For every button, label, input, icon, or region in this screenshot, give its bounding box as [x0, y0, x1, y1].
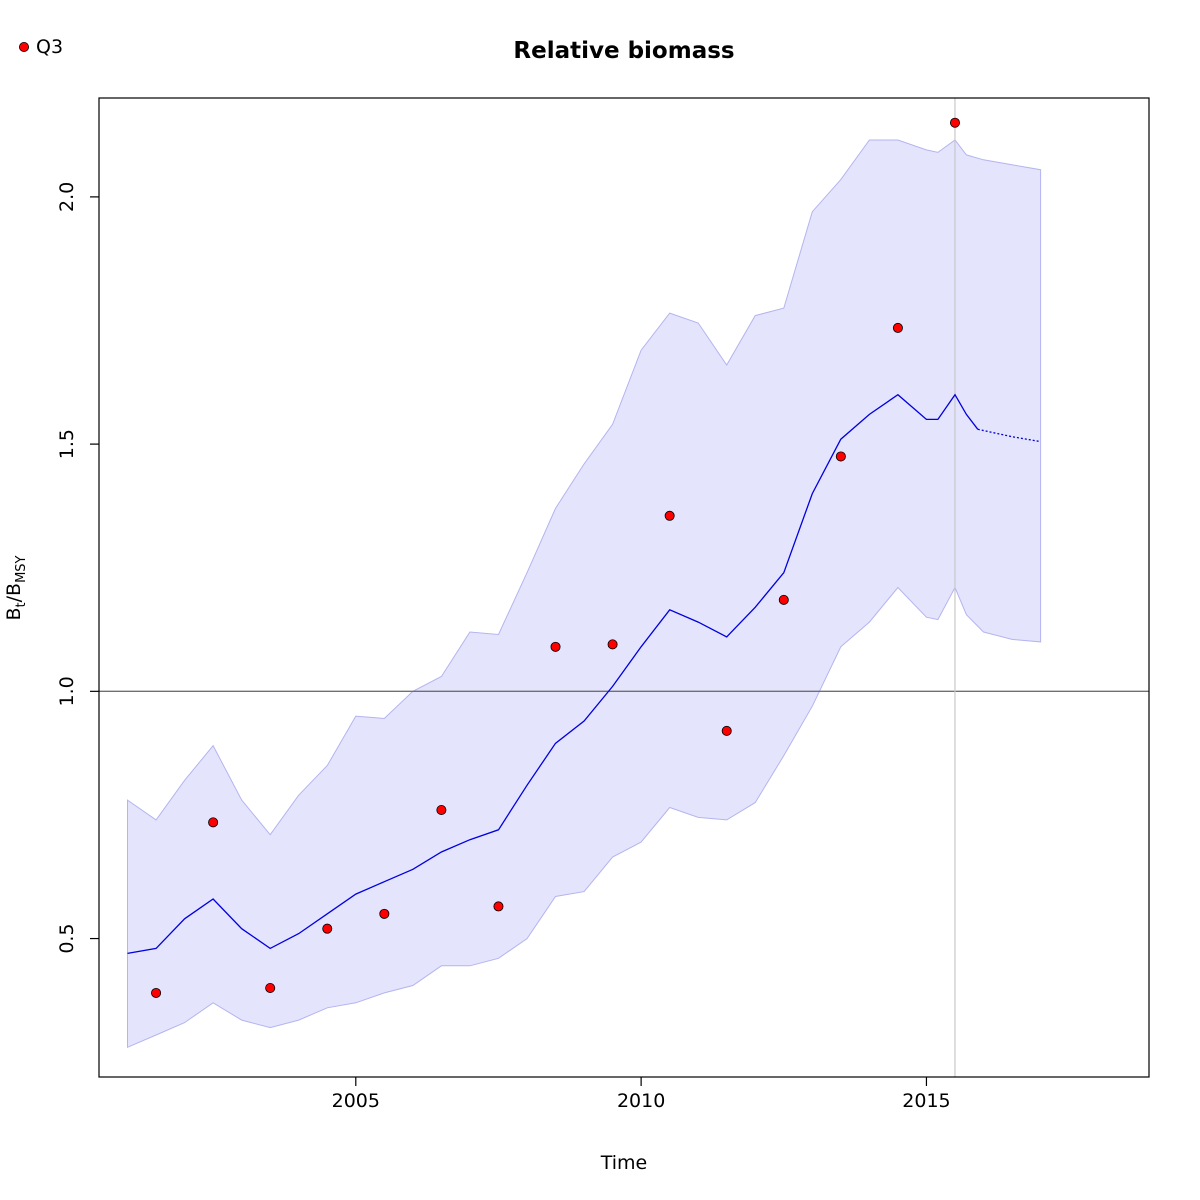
- x-tick-label: 2015: [902, 1090, 950, 1112]
- data-point: [607, 639, 618, 650]
- axes: 2005 2010 2015 0.5 1.0 1.5 2.0: [56, 182, 951, 1112]
- chart-title: Relative biomass: [513, 38, 734, 64]
- legend: Q3: [18, 36, 63, 58]
- data-point: [778, 594, 789, 605]
- legend-label: Q3: [36, 36, 63, 58]
- data-point: [835, 451, 846, 462]
- data-point: [208, 817, 219, 828]
- plot-frame: [98, 97, 1150, 1078]
- data-point: [265, 983, 276, 994]
- data-point: [721, 725, 732, 736]
- y-tick-label: 2.0: [56, 182, 78, 212]
- x-tick-label: 2005: [332, 1090, 380, 1112]
- data-point: [949, 117, 960, 128]
- y-tick-label: 1.5: [56, 429, 78, 459]
- legend-marker: [18, 42, 29, 53]
- data-point: [664, 510, 675, 521]
- y-axis-label: Bt/BMSY: [3, 555, 29, 620]
- data-point: [322, 923, 333, 934]
- data-point: [892, 322, 903, 333]
- data-point: [436, 805, 447, 816]
- x-tick-label: 2010: [617, 1090, 665, 1112]
- y-axis-label-main: B: [3, 607, 25, 620]
- data-point: [550, 641, 561, 652]
- y-axis-label-sub2: MSY: [14, 555, 29, 582]
- y-axis-label-sep: /B: [3, 583, 25, 602]
- x-axis-label: Time: [600, 1152, 648, 1174]
- y-tick-label: 1.0: [56, 676, 78, 706]
- plot-area: [99, 98, 1149, 1077]
- y-axis-label-sub1: t: [14, 602, 29, 607]
- data-point: [151, 987, 162, 998]
- data-point: [379, 908, 390, 919]
- estimate-line: [127, 393, 979, 955]
- y-tick-label: 0.5: [56, 923, 78, 953]
- data-point: [493, 901, 504, 912]
- confidence-band: [127, 139, 1042, 1049]
